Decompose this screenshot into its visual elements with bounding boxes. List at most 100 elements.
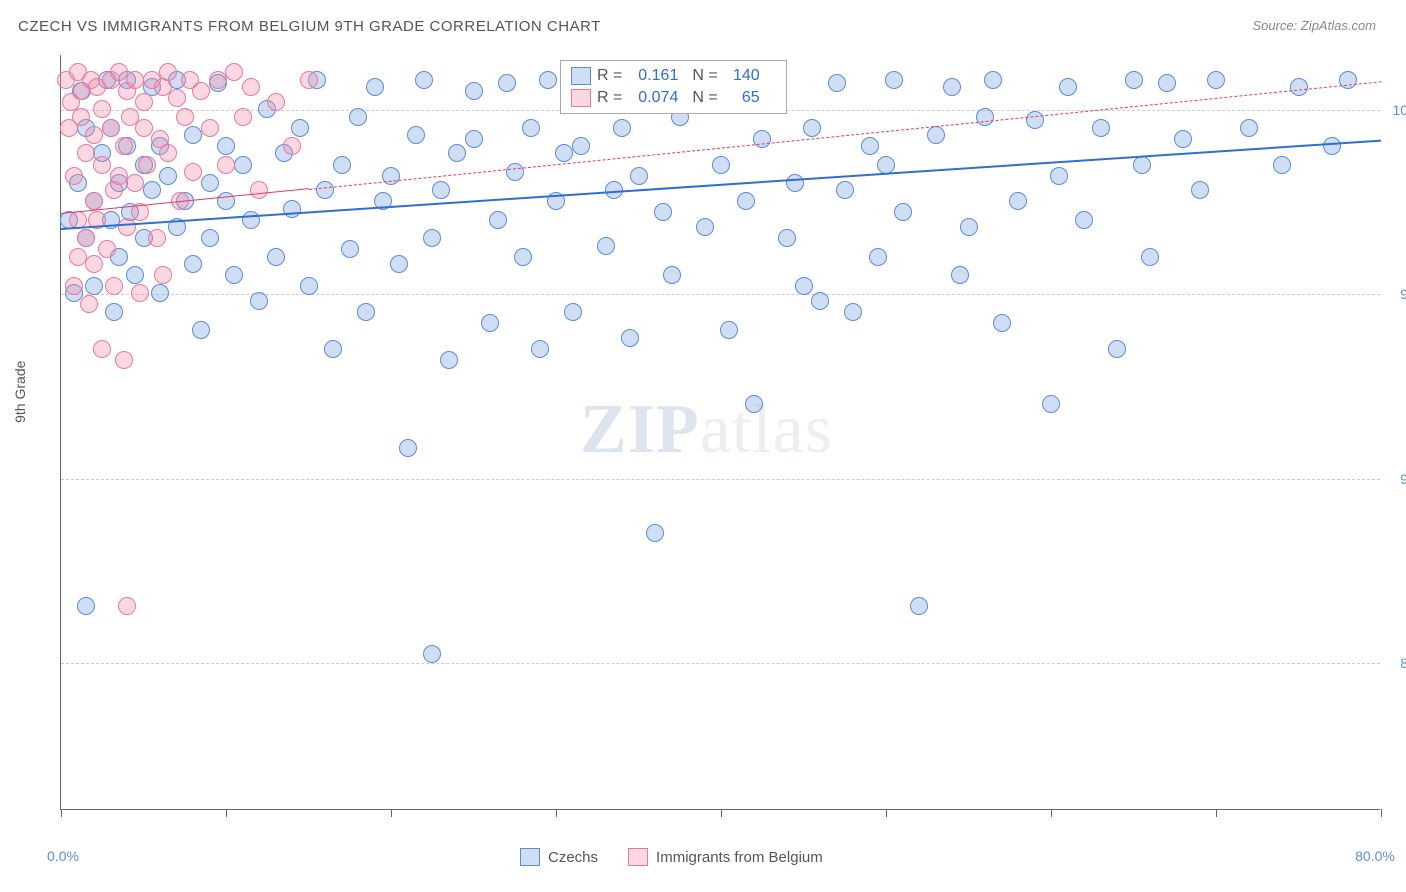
scatter-point	[126, 174, 144, 192]
legend-item: Czechs	[520, 848, 598, 866]
scatter-point	[366, 78, 384, 96]
scatter-point	[572, 137, 590, 155]
scatter-point	[201, 119, 219, 137]
scatter-point	[663, 266, 681, 284]
scatter-point	[1075, 211, 1093, 229]
scatter-point	[877, 156, 895, 174]
scatter-point	[110, 167, 128, 185]
scatter-point	[621, 329, 639, 347]
scatter-point	[93, 100, 111, 118]
scatter-point	[184, 163, 202, 181]
scatter-point	[1323, 137, 1341, 155]
scatter-point	[300, 277, 318, 295]
scatter-point	[976, 108, 994, 126]
x-tick	[1381, 809, 1382, 817]
scatter-point	[85, 277, 103, 295]
scatter-point	[861, 137, 879, 155]
scatter-point	[225, 63, 243, 81]
scatter-point	[960, 218, 978, 236]
scatter-point	[349, 108, 367, 126]
scatter-point	[1026, 111, 1044, 129]
scatter-point	[192, 82, 210, 100]
y-tick-label: 100.0%	[1385, 102, 1406, 118]
scatter-point	[423, 645, 441, 663]
scatter-point	[910, 597, 928, 615]
scatter-point	[1141, 248, 1159, 266]
y-tick-label: 90.0%	[1385, 471, 1406, 487]
scatter-point	[184, 255, 202, 273]
scatter-point	[72, 108, 90, 126]
scatter-point	[283, 200, 301, 218]
scatter-point	[630, 167, 648, 185]
scatter-point	[131, 284, 149, 302]
scatter-point	[300, 71, 318, 89]
scatter-point	[489, 211, 507, 229]
x-tick	[226, 809, 227, 817]
r-value: 0.161	[628, 65, 678, 87]
scatter-point	[1273, 156, 1291, 174]
scatter-point	[176, 108, 194, 126]
scatter-point	[283, 137, 301, 155]
legend-swatch	[628, 848, 648, 866]
scatter-point	[1050, 167, 1068, 185]
scatter-point	[498, 74, 516, 92]
scatter-point	[118, 218, 136, 236]
gridline-h	[61, 479, 1380, 480]
scatter-point	[514, 248, 532, 266]
legend-swatch	[571, 67, 591, 85]
scatter-point	[148, 229, 166, 247]
scatter-point	[943, 78, 961, 96]
scatter-point	[720, 321, 738, 339]
scatter-point	[399, 439, 417, 457]
scatter-point	[234, 156, 252, 174]
r-label: R =	[597, 65, 622, 87]
correlation-legend: R =0.161N =140R =0.074N =65	[560, 60, 787, 114]
scatter-point	[828, 74, 846, 92]
scatter-point	[564, 303, 582, 321]
legend-row: R =0.161N =140	[571, 65, 760, 87]
y-tick-label: 85.0%	[1385, 655, 1406, 671]
scatter-point	[77, 597, 95, 615]
scatter-point	[135, 119, 153, 137]
scatter-point	[154, 266, 172, 284]
legend-item: Immigrants from Belgium	[628, 848, 823, 866]
source-label: Source: ZipAtlas.com	[1252, 18, 1376, 33]
scatter-point	[811, 292, 829, 310]
scatter-point	[1125, 71, 1143, 89]
scatter-point	[93, 340, 111, 358]
legend-label: Immigrants from Belgium	[656, 849, 823, 866]
r-value: 0.074	[628, 87, 678, 109]
scatter-point	[201, 174, 219, 192]
x-tick	[391, 809, 392, 817]
scatter-point	[65, 167, 83, 185]
legend-label: Czechs	[548, 849, 598, 866]
scatter-point	[324, 340, 342, 358]
scatter-point	[803, 119, 821, 137]
scatter-point	[110, 63, 128, 81]
scatter-point	[1207, 71, 1225, 89]
scatter-point	[102, 119, 120, 137]
scatter-point	[836, 181, 854, 199]
scatter-point	[77, 229, 95, 247]
scatter-point	[712, 156, 730, 174]
x-tick	[1051, 809, 1052, 817]
x-tick	[1216, 809, 1217, 817]
x-tick	[721, 809, 722, 817]
scatter-point	[242, 78, 260, 96]
legend-swatch	[571, 89, 591, 107]
scatter-point	[1133, 156, 1151, 174]
scatter-point	[333, 156, 351, 174]
scatter-point	[250, 292, 268, 310]
n-label: N =	[692, 65, 717, 87]
scatter-point	[105, 303, 123, 321]
x-tick	[886, 809, 887, 817]
scatter-point	[506, 163, 524, 181]
scatter-point	[646, 524, 664, 542]
scatter-point	[440, 351, 458, 369]
scatter-point	[390, 255, 408, 273]
scatter-point	[267, 248, 285, 266]
scatter-point	[234, 108, 252, 126]
scatter-point	[1059, 78, 1077, 96]
scatter-point	[786, 174, 804, 192]
legend-row: R =0.074N =65	[571, 87, 760, 109]
